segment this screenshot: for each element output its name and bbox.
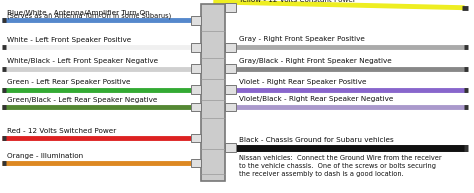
Text: Green/Black - Left Rear Speaker Negative: Green/Black - Left Rear Speaker Negative [7,97,157,103]
Bar [225,64,236,73]
Text: White - Left Front Speaker Positive: White - Left Front Speaker Positive [7,37,131,43]
Text: Gray - Right Front Speaker Positive: Gray - Right Front Speaker Positive [239,36,365,42]
Text: Violet - Right Rear Speaker Positive: Violet - Right Rear Speaker Positive [239,79,367,85]
Bar [191,64,201,73]
Bar [225,43,236,52]
Text: Orange - Illumination: Orange - Illumination [7,153,83,159]
Text: Gray/Black - Right Front Speaker Negative: Gray/Black - Right Front Speaker Negativ… [239,58,392,64]
Text: (Serves as an Antenna Turn-On in some Subarus): (Serves as an Antenna Turn-On in some Su… [7,13,172,19]
Bar [201,4,225,181]
Text: White/Black - Left Front Speaker Negative: White/Black - Left Front Speaker Negativ… [7,58,158,64]
Text: Blue/White - Antenna/Amplifier Turn-On: Blue/White - Antenna/Amplifier Turn-On [7,10,150,16]
Text: Red - 12 Volts Switched Power: Red - 12 Volts Switched Power [7,128,116,134]
Bar [225,3,236,12]
Bar [191,85,201,94]
Text: Violet/Black - Right Rear Speaker Negative: Violet/Black - Right Rear Speaker Negati… [239,96,394,102]
Bar [191,159,201,167]
Bar [225,85,236,94]
Text: Yellow - 12 Volts Constant Power: Yellow - 12 Volts Constant Power [239,0,356,3]
Text: Black - Chassis Ground for Subaru vehicles: Black - Chassis Ground for Subaru vehicl… [239,137,394,143]
Bar [225,103,236,111]
Bar [191,16,201,25]
Text: Green - Left Rear Speaker Positive: Green - Left Rear Speaker Positive [7,80,131,85]
Bar [191,134,201,142]
Bar [191,103,201,111]
Bar [225,143,236,152]
Bar [191,43,201,52]
Text: Nissan vehicles:  Connect the Ground Wire from the receiver
to the vehicle chass: Nissan vehicles: Connect the Ground Wire… [239,155,442,177]
